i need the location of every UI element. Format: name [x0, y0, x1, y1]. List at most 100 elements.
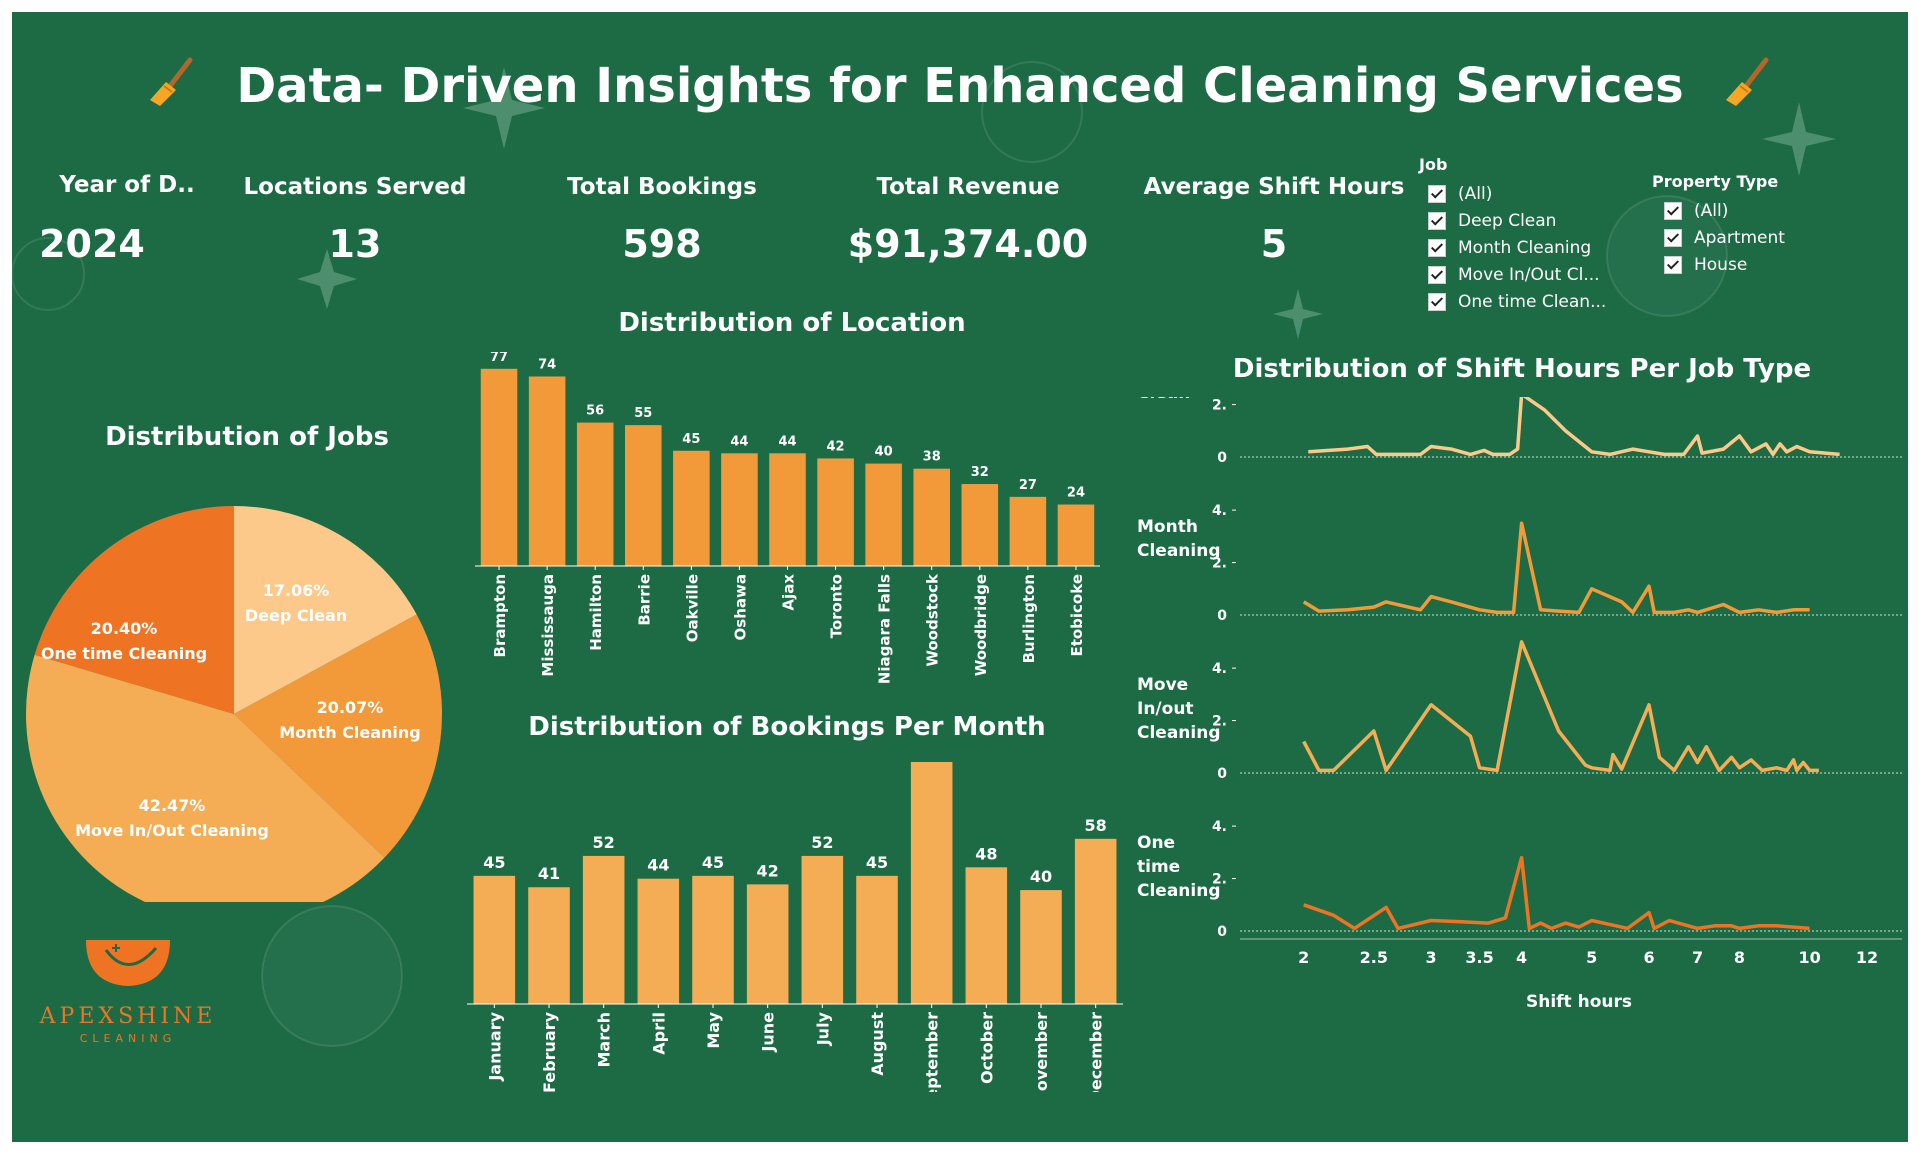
checkbox-checked-icon[interactable]	[1664, 256, 1682, 274]
bar-value-label: 40	[1030, 867, 1052, 886]
x-tick-label: 6	[1643, 948, 1654, 967]
property-filter-all[interactable]: (All)	[1664, 201, 1728, 221]
job-filter-one-time[interactable]: One time Clean...	[1428, 292, 1606, 312]
category-label: Burlington	[1020, 574, 1038, 663]
category-label: October	[977, 1012, 996, 1084]
bar	[856, 875, 898, 1004]
bar	[801, 855, 844, 1004]
category-label: Brampton	[491, 574, 509, 657]
filter-label: (All)	[1458, 184, 1493, 204]
property-filter-house[interactable]: House	[1664, 255, 1747, 275]
checkbox-checked-icon[interactable]	[1428, 239, 1446, 257]
category-label: Woodstock	[924, 573, 942, 667]
job-filter-move-in-out[interactable]: Move In/Out Cl...	[1428, 265, 1600, 285]
bar-value-label: 42	[827, 439, 845, 454]
kpi-bookings-value: 598	[622, 222, 702, 266]
category-label: January	[485, 1011, 504, 1081]
category-label: August	[868, 1012, 887, 1076]
bar-value-label: 74	[538, 357, 556, 372]
y-tick-label: 0	[1217, 608, 1227, 624]
bar	[746, 884, 789, 1004]
job-filter-deep-clean[interactable]: Deep Clean	[1428, 211, 1556, 231]
bar	[1074, 838, 1117, 1004]
row-label: Cleaning	[1137, 723, 1221, 743]
checkbox-checked-icon[interactable]	[1428, 212, 1446, 230]
property-filter-apartment[interactable]: Apartment	[1664, 228, 1785, 248]
pie-slice	[34, 506, 234, 714]
pie-slice	[234, 506, 417, 714]
bar-value-label: 52	[593, 833, 615, 852]
x-tick-label: 12	[1856, 948, 1878, 967]
bar	[721, 453, 758, 566]
pie-slice	[26, 654, 385, 902]
kpi-revenue-value: $91,374.00	[847, 222, 1089, 266]
job-filter-all[interactable]: (All)	[1428, 184, 1492, 204]
category-label: Mississauga	[539, 574, 557, 677]
checkbox-checked-icon[interactable]	[1428, 185, 1446, 203]
category-label: Hamilton	[587, 574, 605, 651]
checkbox-checked-icon[interactable]	[1664, 202, 1682, 220]
logo-emblem-icon	[86, 940, 170, 986]
bar	[673, 450, 710, 566]
x-axis-title: Shift hours	[1526, 992, 1632, 1012]
filter-label: House	[1694, 255, 1748, 275]
job-filter-month-cleaning[interactable]: Month Cleaning	[1428, 238, 1591, 258]
x-tick-label: 3	[1426, 948, 1437, 967]
bar-value-label: 44	[730, 434, 748, 449]
y-tick-label: 2.	[1212, 398, 1227, 414]
checkbox-checked-icon[interactable]	[1428, 293, 1446, 311]
y-tick-label: 2.	[1212, 714, 1227, 730]
series-line	[1302, 640, 1819, 773]
checkbox-checked-icon[interactable]	[1428, 266, 1446, 284]
pie-slice-label: One time Cleaning	[41, 644, 207, 663]
category-label: Oakville	[683, 574, 701, 642]
row-label: Move	[1137, 675, 1188, 695]
category-label: July	[813, 1011, 832, 1046]
filter-label: Deep Clean	[1458, 211, 1557, 231]
pie-slice-percent: 20.07%	[317, 698, 384, 717]
x-tick-label: 8	[1734, 948, 1745, 967]
y-tick-label: 2.	[1212, 872, 1227, 888]
kpi-revenue-label: Total Revenue	[876, 174, 1060, 200]
bar	[910, 762, 953, 1004]
bar-value-label: 45	[702, 853, 724, 872]
y-tick-label: 4.	[1212, 503, 1227, 519]
location-bar-chart: 77 Brampton 74 Mississauga 56 Hamilton 55 Barri…	[475, 352, 1100, 684]
kpi-locations-value: 13	[328, 222, 382, 266]
bar	[865, 463, 902, 566]
row-label: Cleaning	[1137, 541, 1221, 561]
bar-value-label: 56	[586, 404, 604, 419]
y-tick-label: 0	[1217, 450, 1227, 466]
category-label: November	[1032, 1012, 1051, 1092]
bar	[480, 368, 518, 566]
y-tick-label: 2.	[1212, 556, 1227, 572]
bar	[637, 878, 680, 1004]
category-label: March	[595, 1012, 614, 1067]
pie-slice-label: Move In/Out Cleaning	[75, 821, 269, 840]
row-label: In/out	[1137, 699, 1194, 719]
months-bar-chart: 45 January 41 February 52 March 44 April 45 May 42…	[467, 762, 1123, 1092]
months-chart-title: Distribution of Bookings Per Month	[528, 712, 1046, 742]
shift-chart-title: Distribution of Shift Hours Per Job Type	[1232, 354, 1812, 384]
filter-label: (All)	[1694, 201, 1729, 221]
series-line	[1303, 855, 1810, 931]
bar-value-label: 27	[1019, 478, 1037, 493]
series-line	[1308, 397, 1840, 457]
location-chart-title: Distribution of Location	[618, 308, 966, 338]
row-label: Cleaning	[1137, 881, 1221, 901]
bar-value-label: 44	[778, 434, 796, 449]
x-tick-label: 10	[1799, 948, 1821, 967]
bar	[625, 425, 662, 566]
category-label: Oshawa	[731, 574, 749, 640]
bar	[473, 875, 516, 1004]
x-tick-label: 5	[1586, 948, 1597, 967]
series-line	[1302, 521, 1810, 615]
row-label: One	[1137, 833, 1175, 853]
category-label: June	[759, 1012, 778, 1053]
checkbox-checked-icon[interactable]	[1664, 229, 1682, 247]
bar	[528, 887, 570, 1004]
pie-slice-percent: 17.06%	[263, 581, 330, 600]
filter-label: Move In/Out Cl...	[1458, 265, 1600, 285]
bar-value-label: 44	[647, 856, 669, 875]
x-tick-label: 4	[1516, 948, 1527, 967]
